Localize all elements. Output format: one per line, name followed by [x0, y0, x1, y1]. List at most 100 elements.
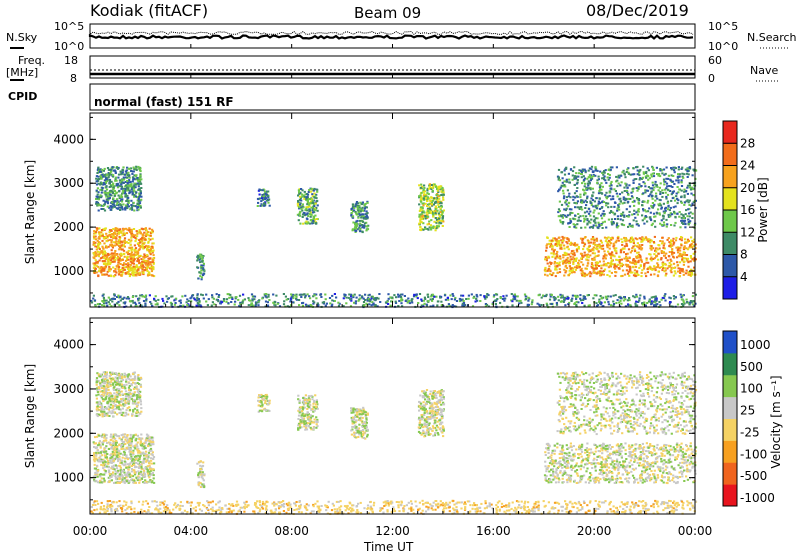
power-echo-cell: [615, 258, 618, 261]
power-echo-cell: [129, 269, 132, 272]
power-echo-cell: [593, 256, 596, 259]
power-echo-cell: [424, 215, 427, 217]
power-echo-cell: [107, 259, 110, 262]
power-echo-cell: [625, 242, 628, 245]
power-echo-cell: [117, 241, 120, 244]
power-echo-cell: [575, 303, 578, 306]
power-echo-cell: [150, 270, 153, 273]
power-echo-cell: [555, 253, 558, 256]
power-echo-cell: [108, 231, 111, 234]
power-echo-cell: [196, 297, 199, 299]
power-echo-cell: [368, 303, 371, 306]
power-echo-cell: [688, 273, 691, 276]
power-echo-cell: [546, 257, 549, 260]
power-echo-cell: [90, 301, 94, 304]
power-echo-cell: [683, 194, 686, 197]
power-echo-cell: [351, 203, 354, 206]
power-echo-cell: [574, 214, 577, 217]
power-echo-cell: [309, 211, 312, 214]
power-echo-cell: [631, 190, 634, 193]
power-echo-cell: [134, 234, 137, 237]
power-echo-cell: [109, 185, 112, 188]
power-echo-cell: [680, 244, 683, 247]
power-echo-cell: [559, 293, 562, 296]
power-echo-cell: [120, 231, 123, 234]
power-echo-cell: [441, 215, 445, 218]
power-echo-cell: [587, 304, 590, 307]
power-echo-cell: [112, 252, 115, 255]
power-echo-cell: [589, 188, 592, 191]
power-echo-cell: [150, 267, 153, 270]
power-echo-cell: [138, 179, 141, 182]
power-echo-cell: [653, 265, 656, 268]
power-colorbar-tick: 12: [740, 225, 755, 239]
power-echo-cell: [652, 169, 655, 171]
power-echo-cell: [441, 218, 444, 221]
vel-echo-cell: [94, 471, 97, 474]
power-echo-cell: [638, 199, 641, 202]
power-echo-cell: [594, 204, 597, 207]
power-echo-cell: [435, 226, 438, 229]
power-echo-cell: [473, 295, 476, 298]
power-echo-cell: [152, 254, 155, 257]
power-echo-cell: [621, 248, 624, 251]
power-echo-cell: [576, 265, 580, 268]
power-echo-cell: [622, 299, 625, 302]
power-echo-cell: [111, 246, 114, 249]
power-echo-cell: [109, 193, 112, 196]
power-echo-cell: [103, 304, 106, 307]
power-echo-cell: [518, 302, 521, 305]
power-echo-cell: [121, 267, 124, 269]
power-echo-cell: [432, 210, 435, 213]
power-echo-cell: [574, 218, 577, 221]
power-echo-cell: [356, 206, 359, 208]
power-echo-cell: [359, 297, 362, 300]
power-echo-cell: [96, 201, 99, 204]
power-echo-cell: [106, 304, 109, 307]
power-echo-cell: [118, 304, 121, 307]
power-echo-cell: [423, 193, 426, 196]
power-echo-cell: [324, 304, 327, 307]
power-echo-cell: [564, 209, 567, 212]
power-echo-cell: [538, 303, 541, 306]
power-echo-cell: [114, 241, 117, 244]
power-echo-cell: [105, 246, 108, 249]
power-echo-cell: [200, 269, 203, 272]
power-echo-cell: [618, 267, 621, 270]
power-echo-cell: [131, 262, 134, 265]
power-echo-cell: [625, 184, 628, 187]
power-echo-cell: [111, 166, 114, 169]
power-echo-cell: [134, 186, 137, 189]
power-echo-cell: [116, 201, 119, 204]
power-echo-cell: [668, 185, 671, 187]
power-echo-cell: [621, 274, 624, 277]
power-echo-cell: [666, 259, 669, 262]
power-echo-cell: [650, 248, 653, 251]
power-echo-cell: [589, 201, 592, 204]
power-echo-cell: [687, 261, 690, 264]
power-echo-cell: [653, 203, 656, 206]
power-echo-cell: [568, 272, 571, 275]
power-echo-cell: [429, 305, 432, 308]
vel-echo-cell: [139, 442, 142, 445]
power-echo-cell: [136, 232, 139, 235]
power-echo-cell: [314, 214, 317, 217]
power-echo-cell: [274, 304, 277, 307]
power-echo-cell: [446, 297, 449, 300]
vel-echo-cell: [97, 434, 100, 437]
power-echo-cell: [103, 179, 106, 182]
power-echo-cell: [632, 242, 635, 245]
power-echo-cell: [415, 293, 418, 296]
power-echo-cell: [97, 265, 100, 268]
power-echo-cell: [99, 188, 102, 191]
power-echo-cell: [137, 200, 140, 203]
power-echo-cell: [252, 304, 255, 307]
power-echo-cell: [156, 303, 159, 306]
power-echo-cell: [343, 293, 346, 296]
cpid-panel: CPID normal (fast) 151 RF: [8, 83, 696, 111]
power-echo-cell: [148, 227, 151, 230]
power-echo-cell: [675, 236, 678, 239]
power-echo-cell: [110, 206, 113, 209]
power-echo-cell: [126, 184, 129, 187]
vel-echo-cell: [106, 442, 109, 444]
